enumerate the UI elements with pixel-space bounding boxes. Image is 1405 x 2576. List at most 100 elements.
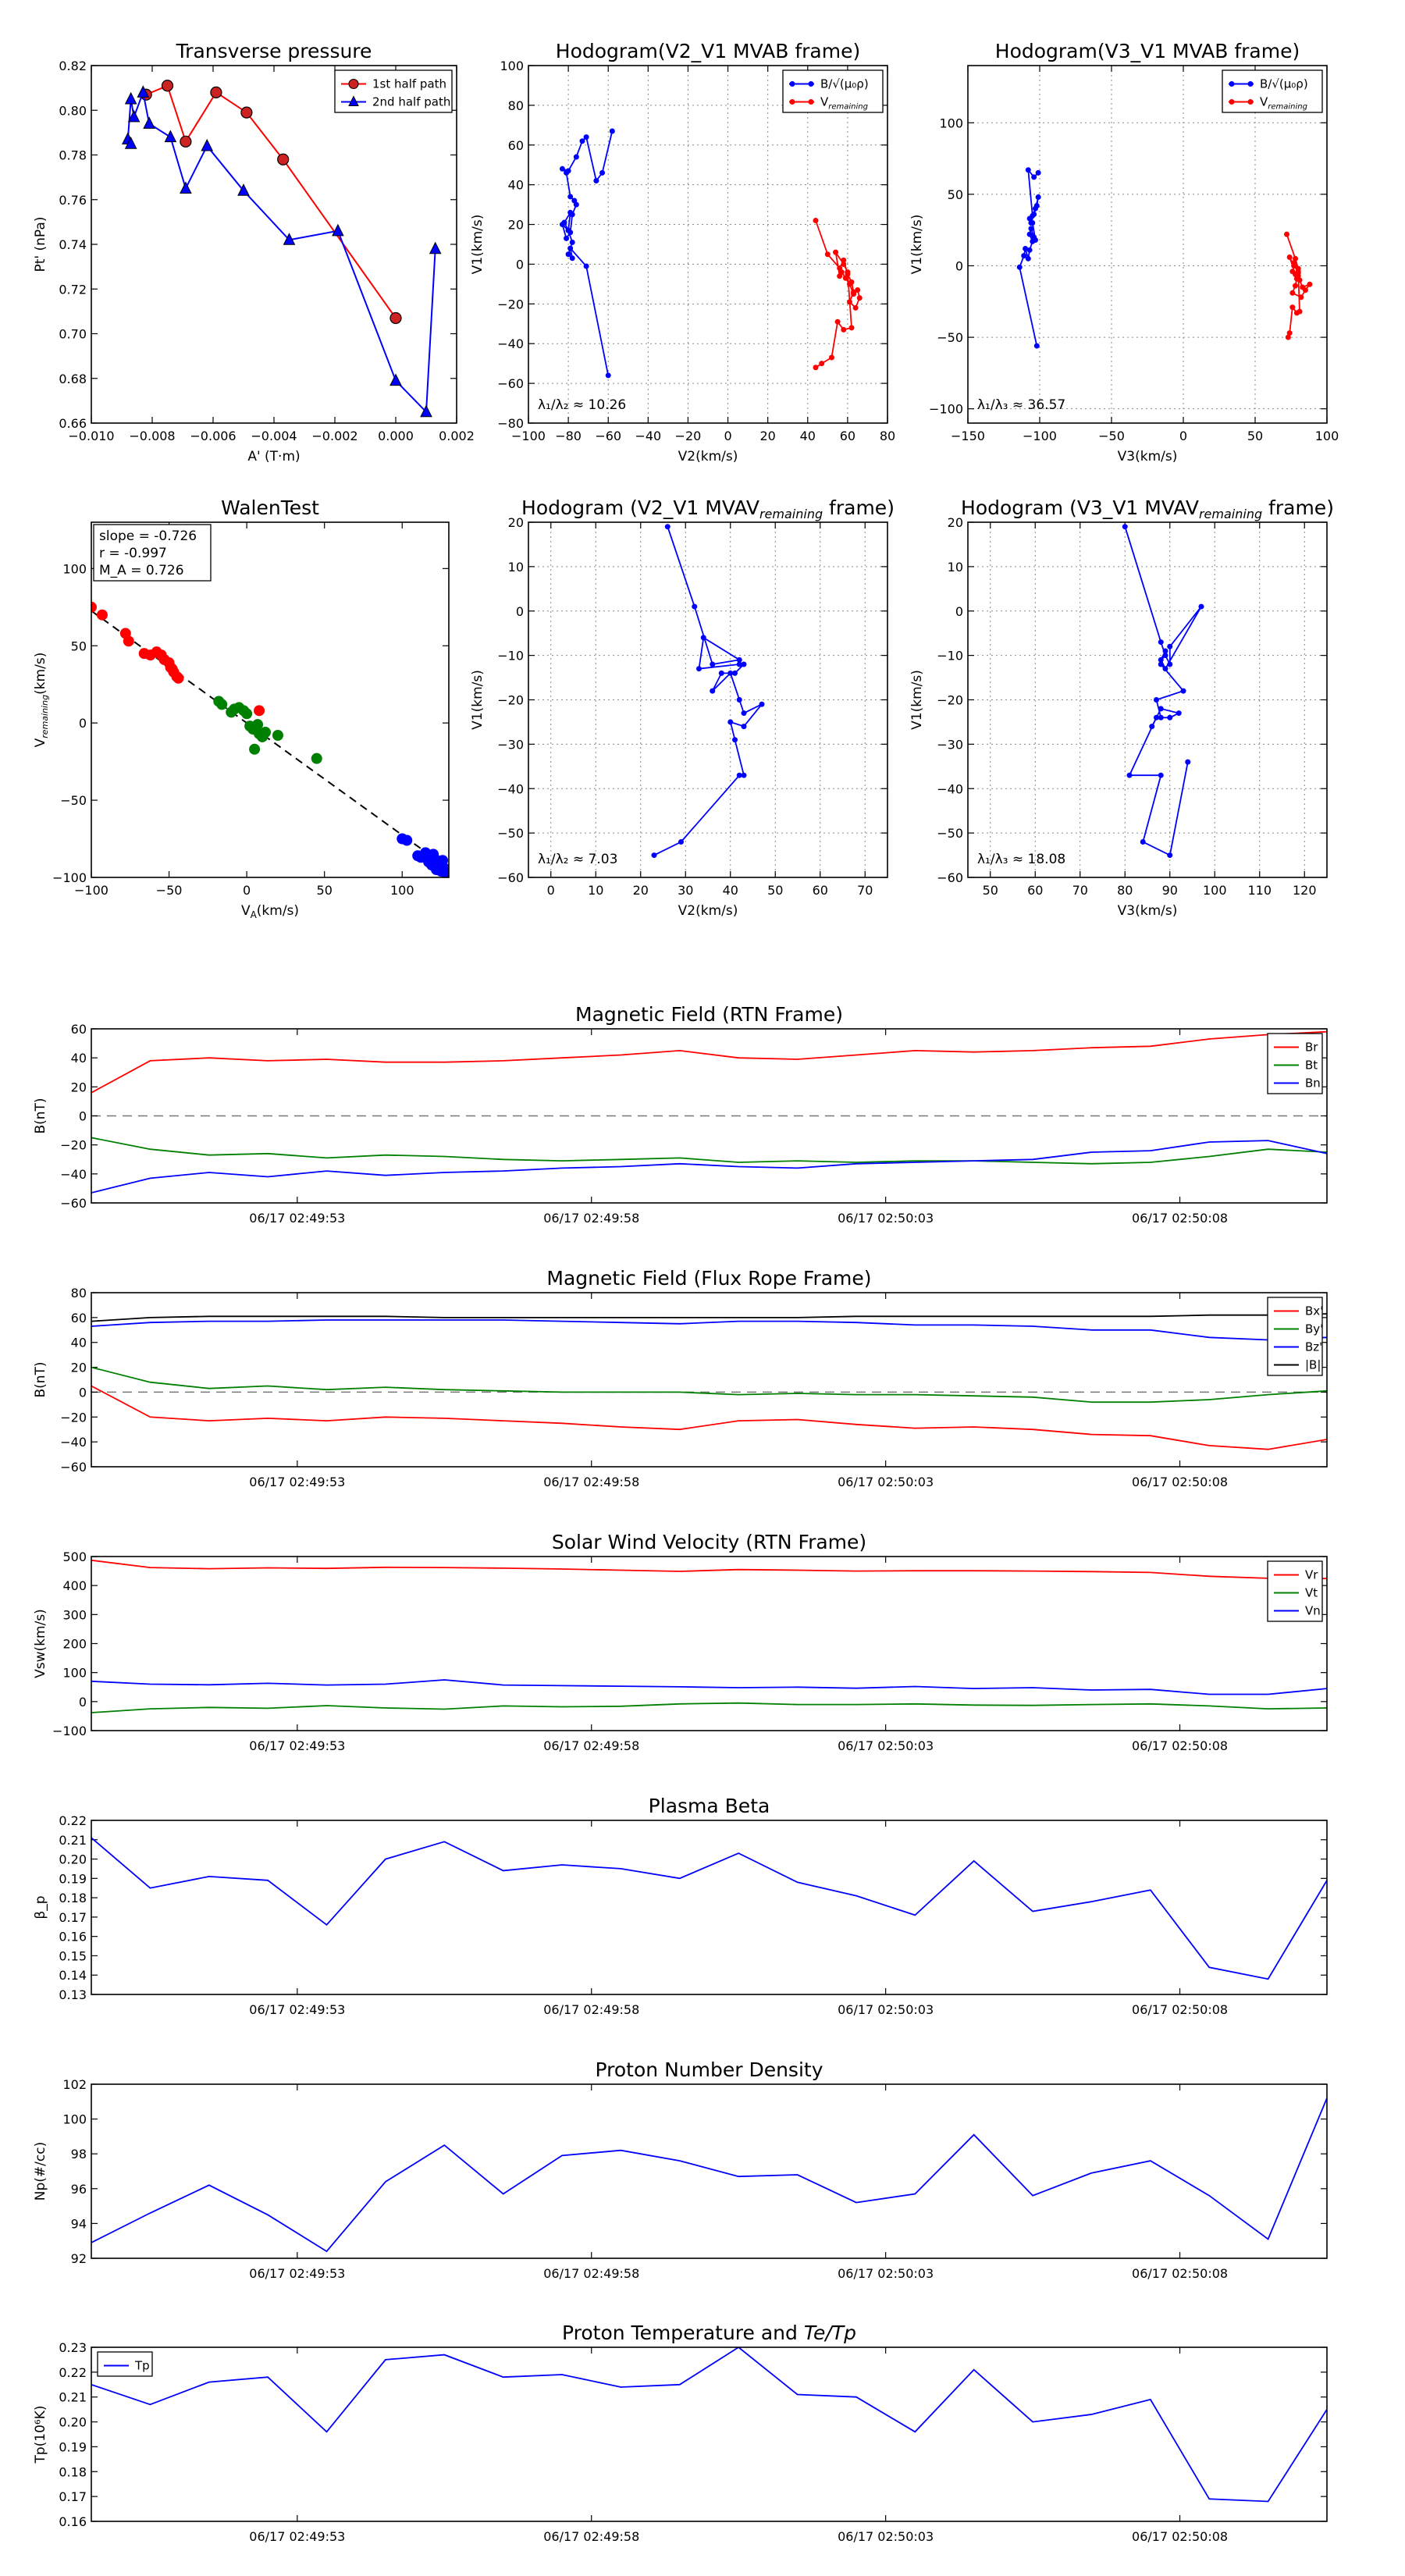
legend-marker: [808, 81, 814, 87]
axes-frame: [91, 2347, 1328, 2522]
time-tick-label: 06/17 02:50:03: [838, 1475, 934, 1489]
stats-ma: M_A = 0.726: [99, 563, 184, 578]
data-point: [1021, 253, 1027, 259]
legend-marker: [1229, 81, 1235, 87]
data-point: [1167, 714, 1173, 720]
x-tick-label: −100: [74, 883, 108, 898]
y-tick-label: 0.74: [59, 237, 87, 252]
data-point: [741, 661, 747, 667]
y-tick-label: 60: [71, 1022, 87, 1037]
y-tick-label: 0.23: [59, 2340, 87, 2355]
series-bx-line: [91, 1385, 1327, 1450]
data-point: [567, 245, 574, 251]
legend: Tp: [97, 2351, 153, 2377]
data-point: [1289, 290, 1296, 296]
time-tick-label: 06/17 02:50:03: [838, 1738, 934, 1753]
time-tick-label: 06/17 02:50:08: [1132, 2266, 1228, 2281]
legend-label: Bx': [1305, 1304, 1323, 1318]
scatter-point: [173, 672, 184, 684]
data-point: [559, 165, 565, 172]
legend-label: 2nd half path: [372, 95, 450, 109]
y-tick-label: 20: [508, 218, 524, 233]
chart-bfr: Magnetic Field (Flux Rope Frame) −60 −40 −2…: [33, 1267, 1328, 1489]
y-tick-label: −20: [937, 693, 963, 708]
data-point: [137, 85, 150, 98]
data-point: [852, 304, 859, 311]
data-point: [609, 128, 615, 134]
y-tick-label: 300: [62, 1607, 87, 1622]
data-point: [559, 222, 565, 228]
x-tick-label: −0.008: [129, 429, 175, 443]
chart-walen: WalenTest −100 −50 0 50 100 −100 −50 0 50 100 VA(km…: [33, 496, 450, 920]
x-tick-label: 80: [1117, 883, 1133, 898]
legend-marker: [348, 95, 359, 106]
plot-area: [91, 2347, 1327, 2503]
x-tick-label: 100: [1203, 883, 1227, 898]
time-tick-label: 06/17 02:49:58: [543, 2529, 639, 2544]
y-tick-label: −20: [60, 1138, 87, 1153]
plot-area: [91, 1837, 1327, 1980]
x-axis-label: V3(km/s): [1118, 903, 1178, 919]
y-tick-label: 0: [955, 258, 963, 273]
legend: Br Bt Bn: [1267, 1033, 1323, 1094]
data-point: [277, 153, 290, 165]
data-point: [855, 287, 861, 294]
data-point: [1185, 759, 1191, 765]
data-point: [1154, 714, 1159, 720]
data-point: [1162, 653, 1168, 659]
y-axis-label: V1(km/s): [470, 215, 486, 275]
y-tick-label: −60: [497, 870, 524, 885]
time-tick-label: 06/17 02:50:08: [1132, 2529, 1228, 2544]
x-axis-label: A' (T·m): [247, 449, 300, 464]
legend-label: Vr: [1305, 1568, 1318, 1582]
legend-marker: [789, 99, 795, 105]
y-tick-label: 0.16: [59, 2514, 87, 2529]
series-vr-line: [91, 1559, 1327, 1580]
y-tick-label: 0: [79, 1109, 87, 1124]
y-axis-label: B(nT): [33, 1361, 48, 1397]
data-point: [1297, 277, 1303, 283]
scatter-point: [254, 705, 265, 717]
scatter-point: [252, 719, 264, 731]
data-point: [841, 326, 847, 333]
scatter-point: [272, 730, 283, 741]
data-point: [573, 154, 579, 160]
scatter-point: [401, 834, 413, 846]
series-bt-line: [91, 1137, 1327, 1165]
y-tick-label: 94: [71, 2216, 87, 2231]
y-axis-label: β_p: [33, 1895, 48, 1919]
data-point: [567, 229, 574, 236]
chart-title: Magnetic Field (RTN Frame): [575, 1003, 843, 1026]
data-point: [1158, 772, 1164, 778]
x-tick-label: 90: [1162, 883, 1178, 898]
chart-brtn: Magnetic Field (RTN Frame) −60 −40 −20 0 20 40…: [33, 1003, 1328, 1226]
y-axis-label: B(nT): [33, 1098, 48, 1133]
legend-label: By': [1305, 1322, 1323, 1336]
data-point: [1293, 283, 1299, 289]
y-tick-label: 0.15: [59, 1948, 87, 1963]
legend-marker: [1229, 99, 1235, 105]
time-tick-label: 06/17 02:49:53: [249, 2266, 345, 2281]
x-tick-label: −100: [511, 429, 546, 443]
time-tick-label: 06/17 02:49:58: [543, 2002, 639, 2017]
data-point: [1025, 255, 1031, 262]
axes-frame: [91, 2083, 1328, 2259]
data-point: [1030, 212, 1036, 219]
x-label-subscript: A: [251, 909, 258, 920]
plot-area: [91, 2097, 1327, 2253]
legend: Bx' By' Bz' |B|: [1267, 1297, 1323, 1376]
data-point: [1158, 706, 1164, 712]
data-point: [593, 178, 599, 184]
stats-slope: slope = -0.726: [99, 528, 197, 544]
y-tick-label: 98: [71, 2147, 87, 2161]
data-point: [579, 138, 585, 144]
legend: 1st half path 2nd half path: [334, 69, 453, 113]
y-tick-label: 0.82: [59, 59, 87, 73]
data-point: [846, 299, 852, 305]
data-point: [164, 130, 177, 143]
data-point: [389, 373, 402, 386]
time-tick-label: 06/17 02:49:53: [249, 1211, 345, 1226]
y-tick-label: 0.16: [59, 1930, 87, 1944]
chart-np: Proton Number Density 92 94 96 98 100 102 06/17…: [33, 2058, 1328, 2281]
series-np-line: [91, 2097, 1327, 2253]
